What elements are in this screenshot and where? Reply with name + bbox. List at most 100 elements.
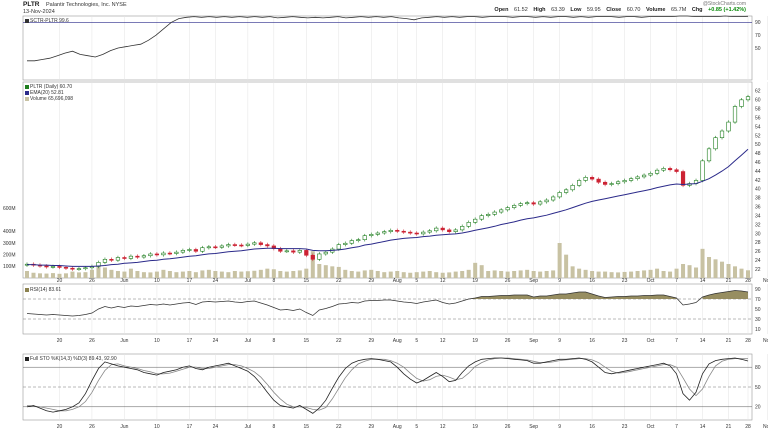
candle-body-59	[408, 231, 413, 234]
candle-body-82	[557, 192, 562, 198]
candle-body-111	[745, 96, 751, 101]
sctr-legend: SCTR-PLTR 99.6	[25, 18, 69, 24]
ema-legend: EMA(20) 52.81	[25, 90, 64, 96]
volume-bar-27	[200, 270, 205, 278]
candle-body-17	[135, 255, 140, 258]
sctr-swatch-icon	[25, 18, 29, 23]
y-tick-price-10: 42	[755, 178, 761, 184]
volume-bar-17	[135, 271, 140, 278]
sto-legend-text: Full STO %K(14,3) %D(3) 89.43, 92.90	[30, 356, 117, 362]
candle-body-29	[213, 246, 218, 249]
volume-bar-60	[414, 272, 419, 278]
y-tick-price-17: 28	[755, 240, 761, 246]
volume-bar-47	[330, 266, 335, 278]
candle-body-78	[531, 202, 536, 205]
volume-bar-4	[50, 273, 55, 278]
volume-bar-11	[96, 265, 101, 278]
x-tick-label-1-20: Oct	[647, 338, 655, 344]
volume-bar-36	[258, 269, 263, 278]
x-tick-label-2-19: 23	[622, 424, 628, 430]
volume-bar-29	[213, 271, 218, 278]
candle-body-100	[674, 169, 679, 172]
y-tick-price-6: 50	[755, 142, 761, 148]
company-label: Palantir Technologies, Inc. NYSE	[46, 2, 127, 8]
volume-bar-45	[317, 264, 322, 278]
candle-body-84	[570, 185, 575, 191]
candle-body-91	[615, 181, 621, 184]
candle-body-42	[297, 250, 302, 253]
x-tick-label-2-12: 5	[415, 424, 418, 430]
volume-tick-4: 100M	[3, 264, 16, 270]
x-tick-label-2-5: 24	[213, 424, 219, 430]
sto-d-line	[26, 357, 749, 412]
candle-body-14	[115, 257, 121, 261]
volume-bar-58	[401, 272, 406, 278]
volume-bar-93	[629, 271, 634, 278]
candle-body-70	[479, 215, 484, 220]
volume-bar-40	[284, 271, 289, 278]
candle-body-110	[739, 99, 744, 107]
candle-body-52	[362, 235, 367, 240]
volume-bar-100	[674, 268, 679, 278]
candle-body-36	[258, 242, 263, 245]
panel-frames	[22, 15, 753, 421]
candle-body-46	[323, 251, 328, 255]
x-tick-label-0-10: 29	[368, 278, 374, 284]
y-tick-price-20: 22	[755, 267, 761, 273]
volume-bars	[25, 243, 750, 278]
volume-bar-111	[746, 270, 750, 278]
volume-bar-23	[174, 272, 179, 278]
x-tick-label-1-18: 16	[589, 338, 595, 344]
rsi-legend-text: RSI(14) 83.61	[30, 287, 62, 293]
volume-bar-107	[720, 261, 725, 278]
frame-sto	[22, 353, 753, 421]
close-label: Close	[606, 7, 622, 13]
volume-value: 65.7M	[671, 7, 687, 13]
volume-bar-24	[180, 271, 185, 278]
volume-bar-64	[440, 272, 445, 278]
x-tick-label-1-13: 12	[440, 338, 446, 344]
sctr-legend-text: SCTR-PLTR 99.6	[30, 18, 69, 24]
x-tick-label-2-2: Jun	[120, 424, 128, 430]
sto-swatch-icon	[25, 356, 29, 361]
volume-bar-67	[460, 271, 465, 278]
candle-body-66	[453, 229, 458, 232]
x-tick-label-2-20: Oct	[647, 424, 655, 430]
volume-bar-35	[252, 270, 257, 278]
high-label: High	[533, 7, 546, 13]
x-tick-label-0-21: 7	[675, 278, 678, 284]
candle-body-89	[602, 181, 608, 185]
sto-legend: Full STO %K(14,3) %D(3) 89.43, 92.90	[25, 356, 117, 362]
x-tick-label-0-8: 15	[304, 278, 310, 284]
candle-body-40	[284, 250, 289, 253]
candle-body-50	[349, 240, 354, 244]
candle-body-57	[395, 230, 400, 232]
y-tick-price-16: 30	[755, 231, 761, 237]
x-tick-label-1-19: 23	[622, 338, 628, 344]
open-label: Open	[494, 7, 509, 13]
volume-bar-72	[492, 270, 497, 278]
x-tick-label-0-19: 23	[622, 278, 628, 284]
x-tick-label-0-20: Oct	[647, 278, 655, 284]
volume-bar-44	[310, 251, 315, 278]
y-tick-price-5: 52	[755, 133, 761, 139]
candle-body-69	[473, 218, 478, 223]
x-tick-label-0-23: 21	[726, 278, 732, 284]
y-tick-price-15: 32	[755, 222, 761, 228]
candle-body-26	[193, 249, 198, 252]
volume-bar-13	[109, 269, 114, 278]
x-tick-label-2-14: 19	[472, 424, 478, 430]
candle-body-64	[440, 227, 445, 231]
x-tick-label-2-4: 17	[187, 424, 193, 430]
x-tick-label-2-0: 20	[57, 424, 63, 430]
candle-body-99	[667, 168, 673, 171]
volume-bar-109	[733, 266, 738, 278]
volume-bar-98	[661, 271, 666, 278]
candle-body-25	[187, 249, 192, 251]
volume-bar-26	[193, 272, 198, 278]
candle-body-65	[447, 229, 452, 232]
candle-body-7	[70, 267, 75, 270]
volume-bar-110	[739, 268, 744, 278]
y-tick-price-18: 26	[755, 249, 761, 255]
